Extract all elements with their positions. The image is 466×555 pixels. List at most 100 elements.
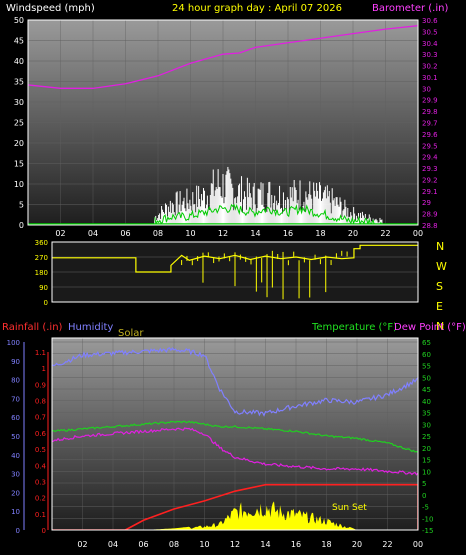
- rain-tick-label: 0.4: [35, 462, 47, 470]
- baro-tick-label: 29.6: [422, 131, 438, 139]
- top-x-tick-label: 16: [283, 229, 293, 238]
- top-x-tick-label: 18: [315, 229, 325, 238]
- rain-tick-label: 0.9: [35, 381, 46, 389]
- temp-tick-label: 65: [422, 339, 431, 347]
- humidity-title: Humidity: [68, 322, 113, 333]
- top-series: [28, 25, 418, 225]
- bottom-x-tick-label: 22: [382, 540, 392, 549]
- direction-line: [52, 244, 418, 273]
- rain-tick-label: 1: [42, 365, 46, 373]
- baro-tick-label: 29.3: [422, 165, 438, 173]
- wind-tick-label: 50: [14, 16, 24, 25]
- temp-tick-label: 50: [422, 374, 431, 382]
- sunset-annotation: Sun Set: [332, 503, 367, 513]
- baro-tick-label: 28.9: [422, 211, 438, 219]
- top-x-tick-label: 14: [250, 229, 260, 238]
- rain-tick-label: 1.1: [35, 349, 46, 357]
- compass-e: E: [436, 300, 443, 313]
- direction-tick-label: 180: [35, 269, 48, 277]
- wind-tick-label: 40: [14, 57, 24, 66]
- humidity-tick-label: 10: [11, 508, 20, 516]
- baro-tick-label: 29.5: [422, 142, 438, 150]
- baro-tick-label: 30.2: [422, 63, 438, 71]
- temp-tick-label: -15: [422, 527, 433, 535]
- wind-average-line: [154, 203, 383, 225]
- temp-tick-label: 10: [422, 468, 431, 476]
- bottom-x-tick-label: 04: [108, 540, 118, 549]
- top-x-tick-label: 04: [88, 229, 98, 238]
- chart-title: 24 hour graph day : April 07 2026: [172, 3, 342, 14]
- direction-tick-label: 90: [39, 284, 48, 292]
- top-x-tick-label: 10: [185, 229, 195, 238]
- compass-s: S: [436, 280, 443, 293]
- rain-tick-label: 0.1: [35, 511, 46, 519]
- temp-tick-label: -10: [422, 515, 433, 523]
- humidity-tick-label: 0: [16, 527, 20, 535]
- wind-tick-label: 5: [19, 201, 24, 210]
- dew-title: Dew Point (°F): [394, 322, 466, 333]
- temp-tick-label: 55: [422, 363, 431, 371]
- humidity-tick-label: 50: [11, 433, 20, 441]
- temperature-line: [52, 420, 418, 453]
- baro-tick-label: 30.3: [422, 51, 438, 59]
- humidity-tick-label: 20: [11, 489, 20, 497]
- bottom-x-tick-label: 02: [77, 540, 87, 549]
- temp-tick-label: 15: [422, 457, 431, 465]
- rainfall-line: [52, 483, 418, 530]
- baro-tick-label: 29.1: [422, 188, 438, 196]
- solar-area: [52, 501, 418, 530]
- top-x-tick-label: 20: [348, 229, 358, 238]
- rain-tick-label: 0.3: [35, 478, 46, 486]
- bottom-series: [52, 347, 418, 530]
- top-x-tick-label: 12: [218, 229, 228, 238]
- bottom-plot-frame: [51, 337, 419, 531]
- temp-tick-label: 0: [422, 492, 426, 500]
- axis-tick-labels: 0510152025303540455028.828.92929.129.229…: [7, 16, 439, 549]
- wind-title: Windspeed (mph): [6, 3, 95, 14]
- humidity-tick-label: 80: [11, 377, 20, 385]
- baro-tick-label: 29.9: [422, 97, 438, 105]
- direction-tick-label: 0: [44, 299, 48, 307]
- rain-tick-label: 0.2: [35, 495, 46, 503]
- bottom-x-tick-label: 20: [352, 540, 362, 549]
- compass-n-top: N: [436, 240, 444, 253]
- wind-tick-label: 10: [14, 180, 24, 189]
- rain-tick-label: 0.6: [35, 430, 47, 438]
- top-x-tick-label: 02: [55, 229, 65, 238]
- bottom-x-tick-label: 14: [260, 540, 270, 549]
- solar-title: Solar: [118, 328, 144, 339]
- direction-tick-label: 360: [35, 239, 48, 247]
- top-x-tick-label: 22: [380, 229, 390, 238]
- baro-tick-label: 29.4: [422, 154, 438, 162]
- baro-tick-label: 30.1: [422, 74, 438, 82]
- rain-tick-label: 0.7: [35, 414, 46, 422]
- compass-n-bottom: N: [436, 320, 444, 333]
- bottom-x-tick-label: 00: [413, 540, 423, 549]
- humidity-tick-label: 60: [11, 414, 20, 422]
- top-plot-frame: [27, 19, 419, 226]
- humidity-tick-label: 40: [11, 452, 20, 460]
- wind-tick-label: 20: [14, 139, 24, 148]
- baro-tick-label: 30.6: [422, 17, 438, 25]
- baro-tick-label: 29.7: [422, 120, 438, 128]
- baro-tick-label: 30.5: [422, 28, 438, 36]
- wind-tick-label: 35: [14, 78, 24, 87]
- dew-point-line: [52, 427, 418, 476]
- temp-tick-label: 35: [422, 410, 431, 418]
- baro-tick-label: 29.8: [422, 108, 438, 116]
- top-x-tick-label: 00: [413, 229, 423, 238]
- wind-tick-label: 25: [14, 119, 24, 128]
- wind-tick-label: 30: [14, 98, 24, 107]
- direction-tick-label: 270: [35, 254, 48, 262]
- temp-tick-label: 45: [422, 386, 431, 394]
- humidity-line: [52, 347, 418, 417]
- rain-tick-label: 0.8: [35, 398, 46, 406]
- top-x-tick-label: 08: [153, 229, 163, 238]
- baro-tick-label: 29: [422, 199, 431, 207]
- wind-tick-label: 45: [14, 37, 24, 46]
- rain-title: Rainfall (.in): [2, 322, 63, 333]
- rain-tick-label: 0: [42, 527, 46, 535]
- temp-tick-label: 40: [422, 398, 431, 406]
- wind-tick-label: 0: [19, 221, 24, 230]
- rain-tick-label: 0.5: [35, 446, 46, 454]
